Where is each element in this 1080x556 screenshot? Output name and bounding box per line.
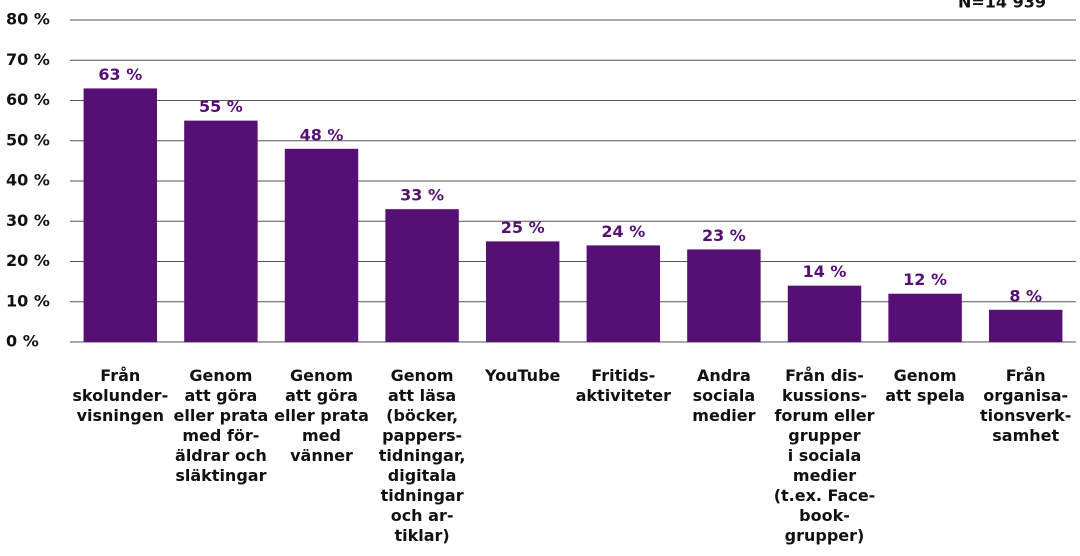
x-tick-label: Från dis-kussions-forum eller grupper i so… [774,366,876,545]
y-tick-label: 50 % [6,130,50,149]
x-tick-label: Från organisa-tionsverk-samhet [980,366,1072,445]
bar [787,285,862,342]
value-label: 12 % [903,270,947,289]
annotation: N=14 939 [958,0,1046,12]
value-label: 33 % [400,186,444,205]
bar [586,245,661,342]
bar [83,88,158,342]
bar [888,293,962,342]
value-label: 24 % [601,222,645,241]
y-tick-label: 0 % [6,332,39,351]
x-tick-label: Fritids-aktiviteter [576,366,671,405]
bar [485,241,560,342]
x-tick-label: Genom att läsa (böcker, pappers-tidningar, d… [379,366,466,545]
x-tick-label: Genom att spela [885,366,965,405]
value-label: 8 % [1009,286,1042,305]
y-tick-label: 80 % [6,10,50,29]
bar [687,249,761,342]
y-tick-label: 20 % [6,251,50,270]
x-tick-label: Från skolunder-visningen [72,366,168,425]
value-label: 48 % [300,125,344,144]
bar [988,309,1063,342]
bar [184,120,258,342]
x-tick-label: Genom att göra eller prata med för-äldrar o… [174,366,269,485]
x-tick-label: Genom att göra eller prata med vänner [274,366,369,465]
value-label: 25 % [501,218,545,237]
value-label: 63 % [98,65,142,84]
y-tick-label: 30 % [6,211,50,230]
y-tick-label: 70 % [6,50,50,69]
x-tick-label: YouTube [484,366,561,385]
value-label: 55 % [199,97,243,116]
x-tick-label: Andra sociala medier [692,366,755,425]
bar [284,148,359,342]
y-tick-label: 60 % [6,90,50,109]
y-tick-label: 40 % [6,171,50,190]
value-label: 23 % [702,226,746,245]
bar [385,209,459,342]
value-label: 14 % [803,262,847,281]
y-tick-label: 10 % [6,291,50,310]
